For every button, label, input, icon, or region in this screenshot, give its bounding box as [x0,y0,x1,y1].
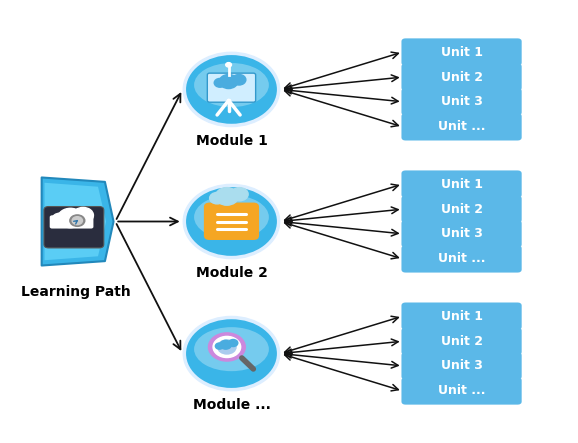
FancyBboxPatch shape [208,73,255,102]
FancyBboxPatch shape [402,327,522,355]
Circle shape [216,187,238,205]
Circle shape [232,74,246,85]
Text: Module ...: Module ... [192,398,271,412]
Circle shape [214,78,226,87]
Circle shape [226,62,231,67]
Circle shape [73,207,94,223]
Circle shape [216,343,224,349]
FancyBboxPatch shape [402,113,522,140]
FancyBboxPatch shape [402,303,522,330]
Circle shape [58,208,83,228]
Circle shape [218,340,236,354]
Text: Module 2: Module 2 [195,266,268,280]
Text: Unit 1: Unit 1 [440,178,483,190]
Text: Unit 3: Unit 3 [440,359,483,373]
Text: Unit ...: Unit ... [438,120,486,133]
Circle shape [229,339,238,346]
Circle shape [231,187,248,201]
Text: Unit 3: Unit 3 [440,95,483,108]
FancyBboxPatch shape [44,206,104,248]
Circle shape [184,53,279,125]
Ellipse shape [194,195,269,239]
FancyBboxPatch shape [50,215,94,229]
Text: Unit 1: Unit 1 [440,310,483,323]
Ellipse shape [194,63,269,107]
FancyBboxPatch shape [402,171,522,198]
Text: Learning Path: Learning Path [21,285,131,299]
Text: Module 1: Module 1 [195,134,268,148]
Circle shape [72,217,83,225]
FancyBboxPatch shape [402,88,522,116]
Circle shape [220,74,238,89]
Text: Unit 1: Unit 1 [440,46,483,58]
Ellipse shape [194,327,269,371]
Circle shape [209,333,245,361]
FancyBboxPatch shape [402,39,522,66]
Circle shape [52,213,68,225]
Text: Unit 2: Unit 2 [440,70,483,84]
Text: Unit 3: Unit 3 [440,227,483,240]
FancyBboxPatch shape [402,63,522,91]
Circle shape [184,318,279,390]
FancyBboxPatch shape [402,220,522,248]
FancyBboxPatch shape [402,352,522,380]
Circle shape [213,336,240,358]
Circle shape [220,340,231,349]
Text: Unit 2: Unit 2 [440,335,483,348]
FancyBboxPatch shape [402,245,522,272]
Text: Unit 2: Unit 2 [440,203,483,216]
Text: Unit ...: Unit ... [438,385,486,397]
Circle shape [184,186,279,257]
Text: Unit ...: Unit ... [438,253,486,265]
Circle shape [70,215,85,226]
Circle shape [210,192,225,204]
FancyBboxPatch shape [204,202,259,240]
Polygon shape [45,183,106,260]
Polygon shape [42,178,113,265]
FancyBboxPatch shape [402,195,522,223]
FancyBboxPatch shape [402,377,522,404]
